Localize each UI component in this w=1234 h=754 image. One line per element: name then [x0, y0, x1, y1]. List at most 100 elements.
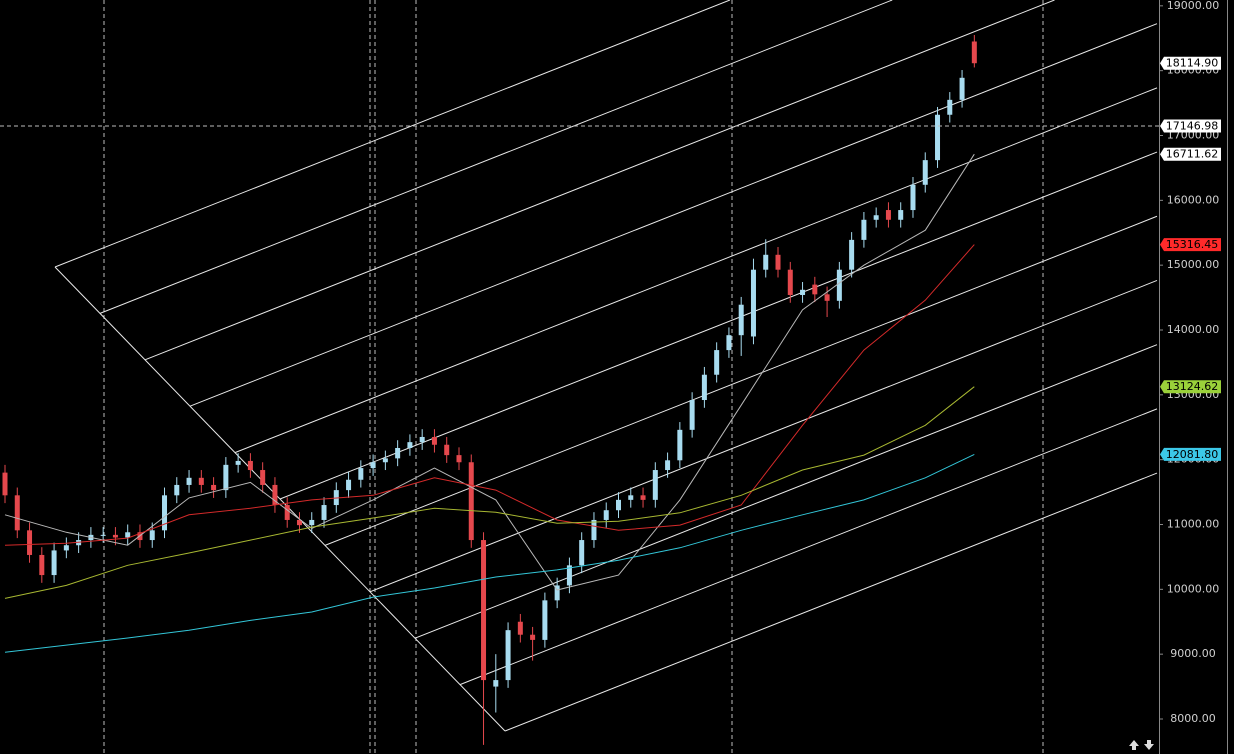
candle-body: [800, 289, 806, 295]
pitchfork-line: [144, 0, 1055, 361]
candle-body: [125, 532, 131, 538]
candle-body: [149, 530, 155, 541]
candle-body: [665, 460, 671, 471]
candle-body: [763, 254, 769, 270]
candle-body: [898, 210, 904, 220]
pitchfork-line: [369, 279, 1158, 593]
candle-body: [162, 495, 168, 531]
candle-body: [849, 239, 855, 270]
candle-body: [517, 621, 523, 635]
candle-body: [382, 458, 388, 463]
candle-body: [591, 519, 597, 541]
candle-body: [628, 495, 634, 500]
candle-body: [284, 505, 290, 520]
candle-body: [542, 600, 548, 640]
scroll-down[interactable]: [1144, 740, 1154, 750]
pitchfork-line: [279, 151, 1158, 500]
candle-body: [358, 468, 364, 480]
pitchfork-line: [234, 87, 1158, 454]
candle-body: [935, 114, 941, 161]
price-tag: [1160, 147, 1221, 161]
candle-body: [824, 294, 830, 301]
candle-body: [321, 505, 327, 520]
candle-body: [481, 540, 487, 681]
candle-body: [775, 254, 781, 270]
candle-body: [493, 680, 499, 687]
candle-body: [407, 442, 413, 448]
candle-body: [63, 545, 69, 551]
candle-body: [812, 284, 818, 295]
pitchfork-line: [99, 0, 893, 314]
candle-body: [640, 495, 646, 500]
candle-body: [223, 464, 229, 491]
pitchfork-line: [414, 344, 1158, 639]
candle-body: [198, 477, 204, 485]
candle-body: [861, 219, 867, 240]
candle-body: [873, 215, 879, 220]
scroll-up[interactable]: [1129, 740, 1139, 750]
candle-body: [505, 630, 511, 681]
y-tick-label: 8000.00: [1170, 712, 1216, 725]
price-tag: [1160, 447, 1221, 461]
candle-body: [112, 534, 118, 538]
candle-body: [100, 534, 106, 536]
candle-body: [186, 477, 192, 485]
candle-body: [2, 472, 8, 496]
price-tag-label: 12081.80: [1166, 448, 1219, 461]
candle-body: [395, 447, 401, 459]
y-tick-label: 11000.00: [1167, 517, 1220, 530]
candle-body: [272, 484, 278, 506]
y-tick-label: 15000.00: [1167, 258, 1220, 271]
price-tag-label: 17146.98: [1166, 119, 1219, 132]
price-tag-label: 15316.45: [1166, 238, 1219, 251]
candle-body: [616, 499, 621, 511]
candle-body: [27, 530, 33, 555]
candle-body: [211, 484, 217, 491]
candle-body: [468, 462, 474, 541]
ma-line: [4, 386, 975, 599]
scroll-arrows[interactable]: [1129, 740, 1154, 750]
pitchfork: [54, 0, 1158, 732]
ma-line: [4, 453, 975, 653]
candle-body: [346, 479, 352, 491]
y-tick-label: 9000.00: [1170, 647, 1216, 660]
pitchfork-line: [459, 408, 1158, 686]
candle-body: [787, 269, 793, 295]
candle-body: [579, 540, 585, 566]
candle-body: [959, 77, 965, 100]
candle-body: [444, 444, 450, 456]
price-tag-label: 16711.62: [1166, 148, 1219, 161]
pitchfork-line: [54, 0, 731, 268]
candle-body: [431, 436, 437, 445]
candle-body: [14, 495, 20, 531]
y-tick-label: 10000.00: [1167, 582, 1220, 595]
candle-body: [260, 470, 266, 485]
candle-body: [419, 436, 425, 443]
candle-body: [726, 335, 732, 351]
candle-body: [971, 41, 977, 64]
candle-body: [677, 429, 683, 461]
candle-body: [947, 99, 953, 115]
candle-body: [714, 350, 720, 375]
candle-body: [51, 550, 57, 576]
candle-body: [701, 374, 707, 401]
pitchfork-line: [189, 23, 1158, 407]
candle-body: [910, 184, 916, 211]
candle-body: [689, 400, 695, 430]
candle-body: [652, 470, 658, 500]
price-tag-label: 13124.62: [1166, 380, 1219, 393]
candle-body: [247, 460, 253, 471]
candle-body: [456, 455, 462, 463]
pitchfork-line: [504, 472, 1158, 732]
candle-body: [296, 519, 302, 526]
y-tick-label: 16000.00: [1167, 193, 1220, 206]
price-tag-label: 18114.90: [1166, 57, 1219, 70]
candle-body: [603, 510, 609, 520]
y-tick-label: 19000.00: [1167, 0, 1220, 12]
candle-body: [566, 565, 572, 586]
ma-line: [4, 244, 975, 546]
candle-body: [554, 585, 560, 601]
